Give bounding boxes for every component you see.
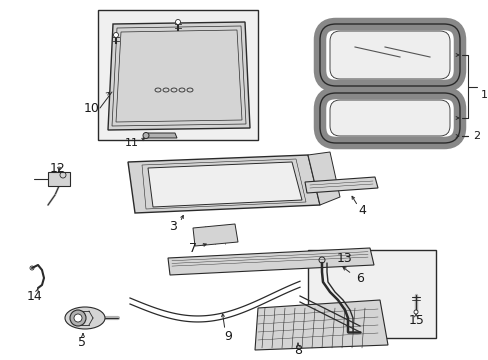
Circle shape (113, 32, 118, 37)
Polygon shape (168, 248, 373, 275)
Circle shape (413, 310, 417, 314)
Text: 4: 4 (357, 203, 365, 216)
Polygon shape (193, 224, 238, 246)
Text: 15: 15 (408, 314, 424, 327)
Polygon shape (128, 155, 319, 213)
Polygon shape (307, 152, 339, 205)
Bar (98, 10, 258, 140)
Bar (307, 250, 435, 338)
Circle shape (142, 132, 149, 139)
FancyBboxPatch shape (329, 100, 449, 136)
Polygon shape (305, 177, 377, 193)
Bar (48, 172, 70, 186)
Text: 13: 13 (336, 252, 352, 265)
Text: 1: 1 (480, 90, 487, 100)
FancyBboxPatch shape (329, 31, 449, 79)
Polygon shape (108, 22, 249, 130)
Text: 3: 3 (169, 220, 177, 233)
Text: 8: 8 (293, 343, 302, 356)
Ellipse shape (65, 307, 105, 329)
Text: 7: 7 (189, 242, 197, 255)
Text: 9: 9 (224, 330, 231, 343)
Text: 11: 11 (125, 138, 139, 148)
Text: 5: 5 (78, 336, 86, 348)
Text: 14: 14 (27, 289, 43, 302)
Circle shape (175, 19, 180, 24)
Text: 12: 12 (50, 162, 66, 175)
Text: 10: 10 (84, 102, 100, 114)
Text: 2: 2 (472, 131, 480, 141)
Polygon shape (254, 300, 387, 350)
Text: 6: 6 (355, 271, 363, 284)
Circle shape (74, 314, 82, 322)
Circle shape (70, 310, 86, 326)
Polygon shape (146, 133, 177, 138)
Polygon shape (148, 162, 302, 207)
